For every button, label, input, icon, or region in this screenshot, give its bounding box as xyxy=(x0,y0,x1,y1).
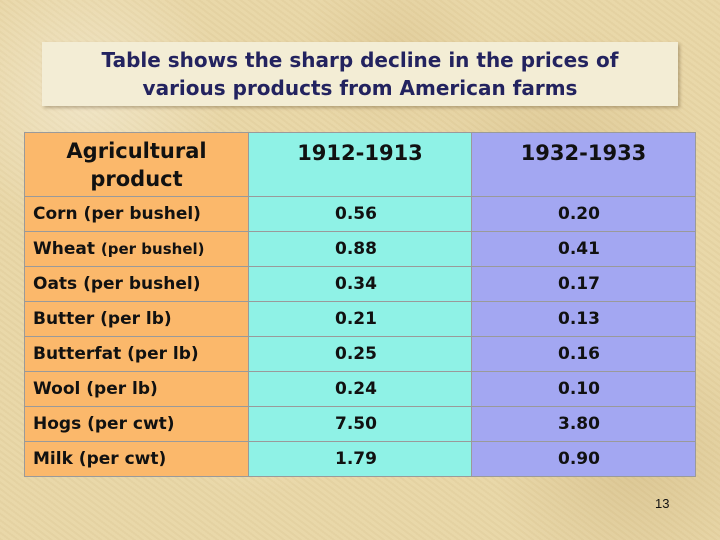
product-cell: Milk (per cwt) xyxy=(24,441,249,477)
table-row: Wheat (per bushel) 0.88 0.41 xyxy=(24,231,696,267)
header-1932-1933: 1932-1933 xyxy=(471,132,696,197)
product-cell: Oats (per bushel) xyxy=(24,266,249,302)
price-table: Agricultural product 1912-1913 1932-1933… xyxy=(24,132,696,477)
price-1912-cell: 0.25 xyxy=(248,336,472,372)
price-1912-cell: 1.79 xyxy=(248,441,472,477)
table-header-row: Agricultural product 1912-1913 1932-1933 xyxy=(24,132,696,197)
page-number: 13 xyxy=(655,496,670,511)
header-product-line-1: Agricultural xyxy=(66,138,207,163)
price-1932-cell: 0.10 xyxy=(471,371,696,407)
price-1912-cell: 7.50 xyxy=(248,406,472,442)
header-product-line-2: product xyxy=(90,166,183,191)
product-cell: Butterfat (per lb) xyxy=(24,336,249,372)
price-1932-cell: 0.41 xyxy=(471,231,696,267)
table-row: Hogs (per cwt) 7.50 3.80 xyxy=(24,406,696,442)
slide-title-line-2: various products from American farms xyxy=(142,76,578,100)
price-1912-cell: 0.24 xyxy=(248,371,472,407)
table-row: Wool (per lb) 0.24 0.10 xyxy=(24,371,696,407)
table-row: Butter (per lb) 0.21 0.13 xyxy=(24,301,696,337)
slide-title: Table shows the sharp decline in the pri… xyxy=(42,42,678,106)
slide-title-line-1: Table shows the sharp decline in the pri… xyxy=(101,48,619,72)
product-cell: Corn (per bushel) xyxy=(24,196,249,232)
price-1932-cell: 0.17 xyxy=(471,266,696,302)
price-1912-cell: 0.21 xyxy=(248,301,472,337)
table-row: Oats (per bushel) 0.34 0.17 xyxy=(24,266,696,302)
price-1932-cell: 0.90 xyxy=(471,441,696,477)
product-cell: Wool (per lb) xyxy=(24,371,249,407)
price-1912-cell: 0.34 xyxy=(248,266,472,302)
table-row: Butterfat (per lb) 0.25 0.16 xyxy=(24,336,696,372)
header-1912-1913: 1912-1913 xyxy=(248,132,472,197)
product-name: Wheat xyxy=(33,239,101,259)
product-cell: Butter (per lb) xyxy=(24,301,249,337)
table-row: Milk (per cwt) 1.79 0.90 xyxy=(24,441,696,477)
product-cell: Wheat (per bushel) xyxy=(24,231,249,267)
header-agricultural-product: Agricultural product xyxy=(24,132,249,197)
table-row: Corn (per bushel) 0.56 0.20 xyxy=(24,196,696,232)
price-1932-cell: 0.16 xyxy=(471,336,696,372)
price-1932-cell: 3.80 xyxy=(471,406,696,442)
product-cell: Hogs (per cwt) xyxy=(24,406,249,442)
price-1912-cell: 0.88 xyxy=(248,231,472,267)
price-1932-cell: 0.13 xyxy=(471,301,696,337)
product-unit: (per bushel) xyxy=(100,240,205,258)
price-1932-cell: 0.20 xyxy=(471,196,696,232)
price-1912-cell: 0.56 xyxy=(248,196,472,232)
